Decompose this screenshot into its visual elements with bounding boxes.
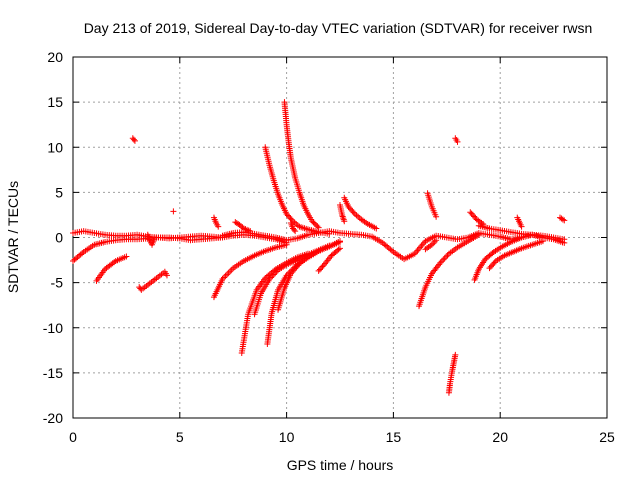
data-point [314, 223, 321, 230]
y-tick-label: 0 [55, 230, 63, 246]
data-point [417, 244, 424, 251]
data-point [490, 260, 497, 267]
data-point [486, 265, 493, 272]
x-tick-label: 25 [599, 429, 615, 445]
data-point [433, 213, 440, 220]
data-point [131, 137, 138, 144]
y-tick-label: 5 [55, 184, 63, 200]
data-point [559, 216, 566, 223]
data-point [472, 215, 479, 222]
x-tick-label: 15 [386, 429, 402, 445]
data-point [316, 266, 323, 273]
data-points [70, 99, 568, 396]
x-tick-label: 5 [176, 429, 184, 445]
data-point [433, 237, 440, 244]
data-point [467, 209, 474, 216]
data-point [561, 217, 568, 224]
data-point [286, 213, 293, 220]
data-point [438, 258, 445, 265]
data-point [224, 271, 231, 278]
data-point [454, 138, 461, 145]
data-point [489, 250, 496, 257]
data-point [315, 224, 322, 231]
data-point [418, 242, 425, 249]
data-point [335, 246, 342, 253]
data-point [452, 351, 459, 358]
data-point [320, 262, 327, 269]
data-point [348, 206, 355, 213]
data-point [349, 208, 356, 215]
data-point [561, 239, 568, 246]
data-point [283, 241, 290, 248]
data-point [443, 253, 450, 260]
data-point [518, 223, 525, 230]
data-point [283, 211, 290, 218]
data-point [311, 220, 318, 227]
data-point [318, 265, 325, 272]
data-point [247, 228, 254, 235]
data-point [315, 267, 322, 274]
y-tick-label: -5 [51, 275, 64, 291]
data-point [480, 220, 487, 227]
data-point [350, 209, 357, 216]
data-point [469, 212, 476, 219]
data-point [471, 213, 478, 220]
data-point [288, 216, 295, 223]
data-point [309, 218, 316, 225]
data-point [239, 224, 246, 231]
y-tick-label: -15 [43, 365, 63, 381]
x-tick-label: 20 [492, 429, 508, 445]
y-tick-label: 20 [47, 49, 63, 65]
data-point [292, 228, 299, 235]
data-point [414, 247, 421, 254]
axis-ticks: 0 5 10 15 20 25 -20 -15 -10 -5 0 5 10 15 20 [43, 49, 615, 445]
data-point [215, 223, 222, 230]
data-point [419, 241, 426, 248]
data-point [475, 231, 482, 238]
data-point [440, 256, 447, 263]
data-point [539, 238, 546, 245]
data-point [123, 253, 130, 260]
data-point [130, 136, 137, 143]
data-point [518, 234, 525, 241]
data-point [310, 219, 317, 226]
x-tick-label: 0 [69, 429, 77, 445]
y-tick-label: 15 [47, 94, 63, 110]
data-point [468, 210, 475, 217]
data-point [487, 263, 494, 270]
y-tick-label: -10 [43, 320, 63, 336]
data-point [337, 245, 343, 252]
data-point [170, 208, 177, 215]
x-axis-label: GPS time / hours [287, 457, 394, 473]
data-point [491, 259, 498, 266]
data-point [441, 255, 448, 262]
data-point [225, 269, 232, 276]
data-point [337, 239, 343, 246]
x-tick-label: 10 [279, 429, 295, 445]
data-point [222, 272, 229, 279]
data-point [326, 230, 333, 237]
data-point [415, 246, 422, 253]
data-point [444, 252, 451, 259]
data-point [228, 266, 235, 273]
data-point [291, 226, 298, 233]
y-axis-label: SDTVAR / TECUs [5, 181, 21, 293]
data-point [340, 215, 347, 222]
data-point [345, 203, 352, 210]
data-point [346, 205, 353, 212]
data-point [284, 212, 291, 219]
chart-title: Day 213 of 2019, Sidereal Day-to-day VTE… [84, 20, 593, 36]
data-point [373, 225, 380, 232]
y-tick-label: -20 [43, 410, 63, 426]
data-point [313, 222, 320, 229]
data-point [227, 268, 234, 275]
y-tick-label: 10 [47, 139, 63, 155]
data-point [341, 218, 348, 225]
data-point [319, 263, 326, 270]
data-point [151, 236, 158, 243]
data-point [163, 272, 170, 279]
data-point [489, 262, 496, 269]
